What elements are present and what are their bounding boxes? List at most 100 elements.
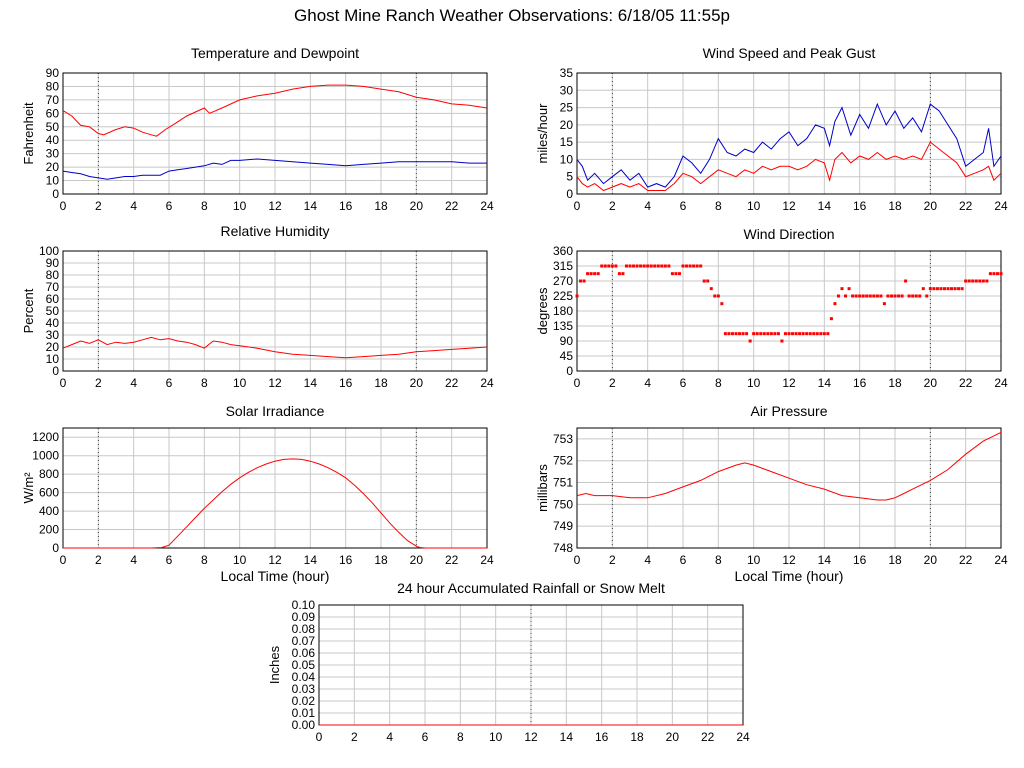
y-tick-label: 0 bbox=[52, 187, 59, 201]
x-tick-label: 8 bbox=[715, 376, 722, 390]
data-point bbox=[787, 332, 791, 336]
x-tick-label: 24 bbox=[994, 376, 1008, 390]
y-tick-label: 0.00 bbox=[292, 718, 316, 732]
x-tick-label: 22 bbox=[445, 376, 459, 390]
chart-title: Wind Speed and Peak Gust bbox=[703, 45, 876, 61]
y-tick-label: 30 bbox=[46, 328, 60, 342]
x-tick-label: 14 bbox=[560, 730, 574, 744]
data-point bbox=[575, 294, 579, 298]
y-tick-label: 70 bbox=[46, 93, 60, 107]
y-tick-label: 600 bbox=[39, 486, 59, 500]
x-tick-label: 12 bbox=[268, 553, 282, 567]
data-point bbox=[653, 264, 657, 268]
data-point bbox=[688, 264, 692, 268]
data-point bbox=[617, 272, 621, 276]
y-tick-label: 40 bbox=[46, 316, 60, 330]
data-point bbox=[900, 294, 904, 298]
x-tick-label: 24 bbox=[480, 553, 494, 567]
x-tick-label: 2 bbox=[95, 199, 102, 213]
x-tick-label: 20 bbox=[410, 376, 424, 390]
data-point bbox=[656, 264, 660, 268]
data-point bbox=[886, 294, 890, 298]
x-tick-label: 24 bbox=[994, 199, 1008, 213]
data-point bbox=[829, 317, 833, 321]
data-point bbox=[706, 279, 710, 283]
chart-title: Temperature and Dewpoint bbox=[191, 45, 359, 61]
chart-title: Solar Irradiance bbox=[226, 403, 325, 419]
data-point bbox=[819, 332, 823, 336]
x-tick-label: 22 bbox=[445, 553, 459, 567]
x-tick-label: 18 bbox=[888, 199, 902, 213]
data-point bbox=[808, 332, 812, 336]
y-tick-label: 0.03 bbox=[292, 682, 316, 696]
y-tick-label: 1200 bbox=[32, 430, 59, 444]
data-point bbox=[755, 332, 759, 336]
chart-title: 24 hour Accumulated Rainfall or Snow Mel… bbox=[397, 580, 665, 596]
data-point bbox=[667, 264, 671, 268]
x-tick-label: 14 bbox=[304, 553, 318, 567]
y-axis-label: Percent bbox=[21, 288, 36, 333]
x-tick-label: 6 bbox=[680, 553, 687, 567]
y-tick-label: 0 bbox=[52, 364, 59, 378]
data-point bbox=[833, 302, 837, 306]
x-tick-label: 18 bbox=[374, 199, 388, 213]
data-point bbox=[776, 332, 780, 336]
data-point bbox=[978, 279, 982, 283]
x-tick-label: 10 bbox=[489, 730, 503, 744]
y-tick-label: 0.02 bbox=[292, 694, 316, 708]
x-tick-label: 12 bbox=[268, 199, 282, 213]
x-tick-label: 8 bbox=[201, 376, 208, 390]
x-tick-label: 6 bbox=[422, 730, 429, 744]
plot-frame bbox=[62, 72, 488, 195]
x-tick-label: 20 bbox=[924, 199, 938, 213]
data-point bbox=[865, 294, 869, 298]
y-tick-label: 753 bbox=[553, 432, 573, 446]
x-tick-label: 20 bbox=[666, 730, 680, 744]
data-point bbox=[614, 264, 618, 268]
x-tick-label: 0 bbox=[316, 730, 323, 744]
data-point bbox=[985, 279, 989, 283]
data-point bbox=[635, 264, 639, 268]
y-tick-label: 180 bbox=[553, 304, 573, 318]
x-tick-label: 20 bbox=[924, 553, 938, 567]
y-tick-label: 0.01 bbox=[292, 706, 316, 720]
y-tick-label: 20 bbox=[46, 340, 60, 354]
data-point bbox=[632, 264, 636, 268]
series-line bbox=[62, 158, 487, 180]
y-tick-label: 10 bbox=[46, 174, 60, 188]
data-point bbox=[897, 294, 901, 298]
data-point bbox=[798, 332, 802, 336]
y-tick-label: 30 bbox=[46, 147, 60, 161]
x-tick-label: 22 bbox=[701, 730, 715, 744]
x-tick-label: 16 bbox=[853, 553, 867, 567]
y-tick-label: 90 bbox=[560, 334, 574, 348]
x-tick-label: 14 bbox=[304, 199, 318, 213]
x-tick-label: 10 bbox=[747, 553, 761, 567]
x-tick-label: 16 bbox=[853, 376, 867, 390]
y-tick-label: 70 bbox=[46, 280, 60, 294]
y-tick-label: 225 bbox=[553, 289, 573, 303]
data-point bbox=[882, 302, 886, 306]
y-axis-label: W/m² bbox=[21, 472, 36, 504]
y-tick-label: 0.10 bbox=[292, 598, 316, 612]
x-tick-label: 8 bbox=[715, 553, 722, 567]
data-point bbox=[868, 294, 872, 298]
y-tick-label: 45 bbox=[560, 349, 574, 363]
x-tick-label: 10 bbox=[747, 376, 761, 390]
x-tick-label: 6 bbox=[166, 376, 173, 390]
data-point bbox=[815, 332, 819, 336]
data-point bbox=[607, 264, 611, 268]
x-tick-label: 6 bbox=[166, 553, 173, 567]
x-tick-label: 16 bbox=[339, 199, 353, 213]
chart-title: Wind Direction bbox=[743, 226, 834, 242]
data-point bbox=[988, 272, 992, 276]
series-line bbox=[576, 431, 1002, 501]
y-tick-label: 90 bbox=[46, 256, 60, 270]
y-tick-label: 0.05 bbox=[292, 658, 316, 672]
data-point bbox=[854, 294, 858, 298]
y-tick-label: 25 bbox=[560, 101, 574, 115]
x-tick-label: 22 bbox=[959, 199, 973, 213]
